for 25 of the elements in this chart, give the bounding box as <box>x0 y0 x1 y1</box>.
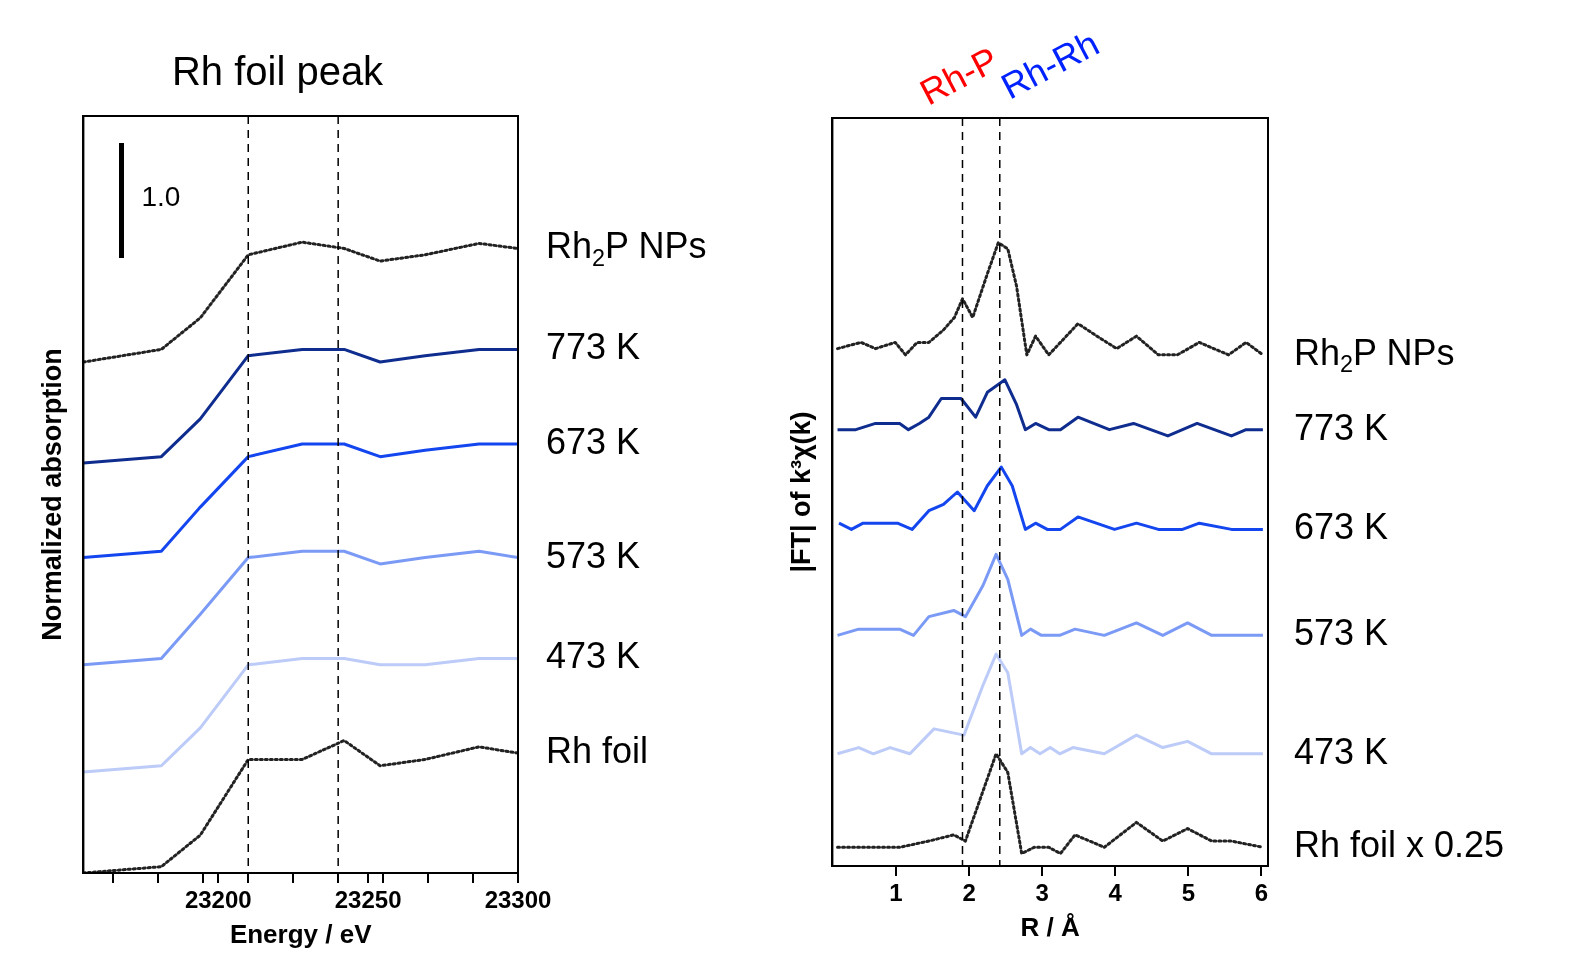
text: 1.0 <box>141 180 181 212</box>
x-tick-label: 23200 <box>184 886 252 914</box>
series-label: 473 K <box>546 635 641 677</box>
series-label: 773 K <box>1294 406 1389 448</box>
series-label: 573 K <box>1294 612 1389 654</box>
y-axis-title: |FT| of k³χ(k) <box>785 411 816 573</box>
x-axis-title: Energy / eV <box>229 918 373 949</box>
series-label: 673 K <box>546 420 641 462</box>
x-tick-label: 3 <box>1035 879 1049 907</box>
series-label: 773 K <box>546 326 641 368</box>
x-tick-label: 4 <box>1108 879 1123 907</box>
series-label: 473 K <box>1294 730 1389 772</box>
series-label: Rh foil <box>546 730 649 772</box>
x-tick-label: 2 <box>962 879 976 907</box>
series-label: Rh foil x 0.25 <box>1294 824 1505 866</box>
y-axis-title: Normalized absorption <box>36 348 67 641</box>
x-tick-label: 1 <box>889 879 903 907</box>
x-tick-label: 23250 <box>334 886 402 914</box>
x-tick-label: 6 <box>1254 879 1269 907</box>
x-axis-title: R / Å <box>1020 911 1081 942</box>
chart-title: Rh foil peak <box>171 49 385 94</box>
series-label: 573 K <box>546 534 641 576</box>
x-tick-label: 5 <box>1181 879 1196 907</box>
x-tick-label: 23300 <box>484 886 552 914</box>
series-label: 673 K <box>1294 506 1389 548</box>
